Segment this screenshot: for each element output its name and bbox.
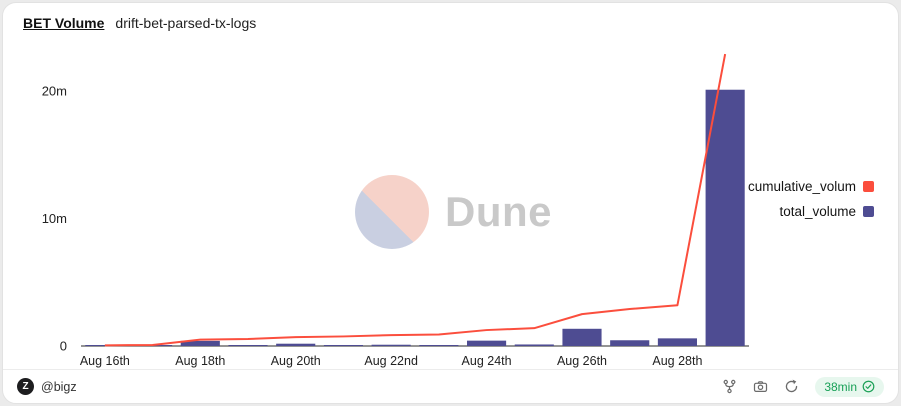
total-volume-bar[interactable] [514, 344, 554, 346]
freshness-time: 38min [824, 379, 857, 394]
author-name: @bigz [41, 379, 77, 394]
footer-actions: 38min [722, 376, 884, 397]
y-axis-label: 10m [42, 211, 67, 226]
y-axis-label: 0 [60, 339, 67, 354]
refresh-icon[interactable] [784, 379, 799, 394]
x-axis-label: Aug 26th [557, 354, 607, 368]
x-axis-label: Aug 18th [175, 354, 225, 368]
author-avatar: Z [17, 378, 34, 395]
check-circle-icon [862, 380, 875, 393]
legend-label: total_volume [779, 204, 856, 219]
chart-area: 0 10m 20m Aug 16th Aug 18th Aug 20th Aug 22nd A… [3, 49, 899, 381]
legend-label: cumulative_volum [747, 179, 856, 194]
total-volume-bar[interactable] [323, 345, 363, 346]
y-axis-label: 20m [42, 84, 67, 99]
total-volume-bar[interactable] [228, 345, 268, 346]
legend-swatch [863, 181, 874, 192]
total-volume-bar[interactable] [419, 345, 459, 346]
total-volume-bar[interactable] [657, 338, 697, 346]
legend: cumulative_volum total_volume [748, 179, 874, 219]
freshness-badge[interactable]: 38min [815, 376, 884, 397]
x-axis-label: Aug 22nd [364, 354, 418, 368]
total-volume-bar[interactable] [562, 328, 602, 346]
total-volume-bar[interactable] [610, 340, 650, 346]
total-volume-bar[interactable] [705, 89, 745, 346]
author[interactable]: Z @bigz [17, 378, 77, 395]
camera-icon[interactable] [753, 379, 768, 394]
card-header: BET Volume drift-bet-parsed-tx-logs [23, 15, 256, 31]
total-volume-bar[interactable] [85, 345, 125, 346]
total-volume-bar[interactable] [180, 340, 220, 346]
x-axis-label: Aug 20th [271, 354, 321, 368]
total-volume-bar[interactable] [276, 343, 316, 346]
x-axis-label: Aug 28th [652, 354, 702, 368]
total-volume-bar[interactable] [467, 340, 507, 346]
cumulative-volume-line[interactable] [104, 53, 727, 347]
card-footer: Z @bigz [3, 369, 898, 403]
legend-item-total-volume[interactable]: total_volume [779, 204, 874, 219]
x-axis-label: Aug 24th [462, 354, 512, 368]
total-volume-bar[interactable] [371, 344, 411, 346]
chart-plot[interactable]: 0 10m 20m Aug 16th Aug 18th Aug 20th Aug 22nd A… [3, 49, 899, 381]
legend-swatch [863, 206, 874, 217]
chart-title[interactable]: BET Volume [23, 15, 105, 31]
legend-item-cumulative-volum[interactable]: cumulative_volum [748, 179, 874, 194]
fork-icon[interactable] [722, 379, 737, 394]
chart-subtitle: drift-bet-parsed-tx-logs [115, 15, 257, 31]
x-axis-label: Aug 16th [80, 354, 130, 368]
